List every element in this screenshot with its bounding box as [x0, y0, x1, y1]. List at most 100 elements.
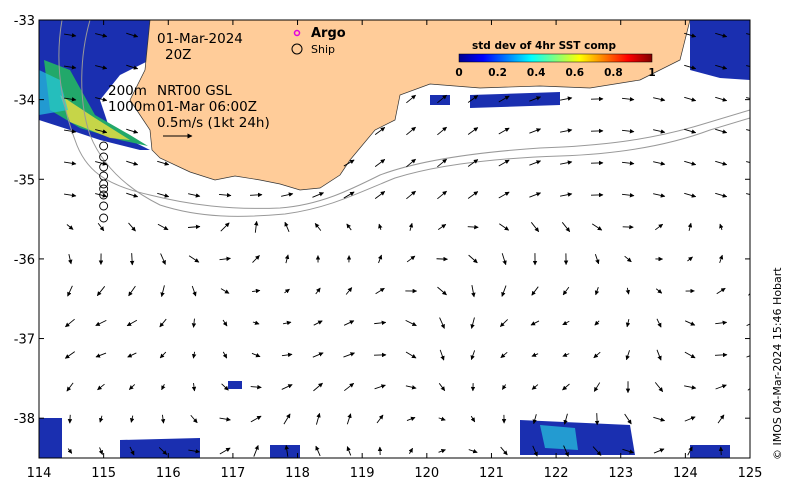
current-arrow [684, 32, 697, 38]
current-arrow [718, 446, 724, 456]
ship-position-marker [99, 152, 109, 162]
current-arrow [405, 319, 417, 327]
current-arrow [654, 223, 664, 231]
current-arrow [378, 223, 383, 231]
current-arrow [126, 192, 139, 198]
current-arrow [157, 223, 169, 231]
current-arrow [715, 32, 728, 38]
current-arrow [221, 383, 229, 391]
current-arrow [439, 349, 445, 361]
current-arrow [470, 350, 476, 361]
current-arrow [438, 416, 446, 421]
current-arrow [498, 191, 510, 199]
current-arrow [653, 97, 666, 102]
current-arrow [437, 94, 447, 104]
current-arrow [374, 127, 386, 135]
current-arrow [529, 128, 542, 134]
current-arrow [343, 352, 355, 358]
current-arrow [531, 384, 539, 390]
current-arrow [219, 256, 231, 262]
current-arrow [684, 192, 697, 198]
current-arrow [374, 191, 386, 199]
current-vectors [64, 32, 750, 457]
current-arrow [315, 287, 321, 295]
ship-position-marker [99, 179, 109, 189]
current-arrow [437, 190, 447, 200]
ship-position-marker [99, 184, 109, 194]
current-arrow [562, 352, 570, 357]
current-arrow [560, 160, 573, 165]
current-arrow [283, 413, 291, 425]
x-tick-label: 124 [673, 466, 698, 481]
current-arrow [437, 158, 447, 168]
current-arrow [157, 192, 170, 198]
current-arrow [95, 352, 107, 358]
current-arrow [716, 287, 726, 295]
current-arrow [592, 446, 602, 456]
y-axis: -33 -34 -35 -36 -37 -38 [14, 14, 750, 427]
current-arrow [95, 320, 107, 326]
current-arrow [746, 97, 750, 99]
current-arrow [468, 254, 478, 264]
current-arrow [468, 449, 478, 454]
current-arrow [438, 383, 446, 392]
current-arrow [284, 221, 290, 232]
x-axis: 114 115 116 117 118 119 120 121 122 123 124 125 [27, 20, 762, 481]
current-arrow [715, 128, 728, 134]
current-arrow [64, 161, 77, 166]
current-arrow [715, 192, 728, 198]
ship-marker-icon [291, 43, 303, 55]
date-label: 01-Mar-2024 [157, 31, 243, 47]
depth-200m-label: 200m [108, 83, 147, 99]
current-arrow [312, 192, 324, 198]
current-arrow [746, 193, 750, 195]
current-arrow [160, 285, 165, 298]
current-arrow [718, 254, 724, 263]
product-time-label: 01-Mar 06:00Z [157, 99, 257, 115]
colorbar-title: std dev of 4hr SST comp [472, 40, 616, 52]
current-arrow [219, 417, 231, 422]
current-arrow [284, 444, 289, 457]
y-tick-label: -35 [14, 173, 35, 188]
current-arrow [98, 447, 103, 455]
current-arrow [374, 159, 386, 167]
current-arrow [624, 255, 632, 263]
current-arrow [654, 382, 664, 392]
current-arrow [95, 161, 108, 166]
ship-position-marker [99, 201, 109, 211]
x-tick-label: 120 [414, 466, 439, 481]
current-arrow [251, 352, 261, 358]
current-arrow [746, 65, 750, 67]
current-arrow [375, 287, 385, 295]
current-arrow [64, 65, 77, 70]
current-arrow [64, 129, 77, 134]
current-arrow [625, 287, 631, 295]
current-arrow [188, 224, 201, 230]
x-tick-label: 118 [285, 466, 310, 481]
depth-1000m-label: 1000m [108, 99, 156, 115]
current-arrow [653, 448, 665, 454]
ship-legend-label: Ship [311, 43, 335, 56]
current-arrow [621, 96, 635, 102]
current-arrow [222, 351, 228, 359]
ship-position-marker [99, 190, 109, 200]
ship-position-marker [99, 162, 109, 172]
current-arrow [312, 352, 324, 358]
current-arrow [562, 383, 570, 391]
current-arrow [97, 222, 105, 232]
current-arrow [220, 222, 230, 232]
depth-contours [58, 20, 750, 217]
current-arrow [471, 285, 476, 298]
current-arrow [313, 382, 323, 392]
current-arrow [591, 223, 603, 231]
current-arrow [129, 415, 135, 423]
y-tick-label: -33 [14, 14, 35, 29]
current-arrow [594, 254, 600, 265]
current-arrow [188, 449, 201, 454]
current-arrow [67, 285, 73, 297]
australia-landmass [129, 20, 691, 191]
current-arrow [687, 446, 693, 456]
current-arrow [684, 320, 696, 326]
colorbar-tick-label: 1 [648, 67, 655, 79]
current-arrow [219, 447, 231, 455]
